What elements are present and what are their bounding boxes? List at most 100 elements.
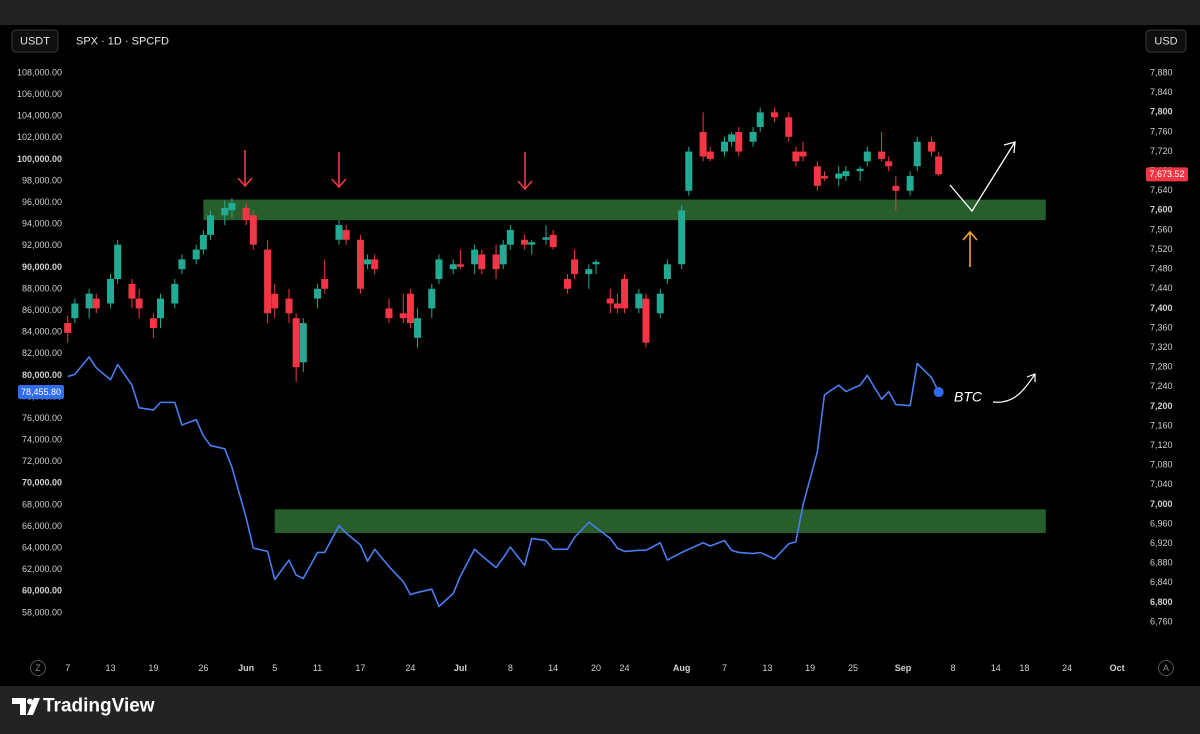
candle-body xyxy=(135,298,143,309)
candle-body xyxy=(756,112,764,128)
candle-body xyxy=(157,298,165,319)
candle-body xyxy=(285,298,293,314)
y2-tick-label: 7,320 xyxy=(1150,342,1173,352)
candle-body xyxy=(206,215,214,235)
candle-body xyxy=(521,239,529,245)
candle-body xyxy=(471,249,479,265)
candle-body xyxy=(228,203,236,211)
y2-tick-label: 7,560 xyxy=(1150,224,1173,234)
y-tick-label: 64,000.00 xyxy=(22,543,62,553)
x-tick-label: 8 xyxy=(950,663,955,673)
chart-panel xyxy=(0,25,1200,686)
candle-body xyxy=(906,176,914,191)
x-tick-label: Jul xyxy=(454,663,467,673)
x-tick-label: 24 xyxy=(1062,663,1072,673)
x-tick-label: 14 xyxy=(991,663,1001,673)
y-tick-label: 108,000.00 xyxy=(17,67,62,77)
y2-tick-label: 7,480 xyxy=(1150,264,1173,274)
candle-body xyxy=(221,207,229,216)
brand: TradingView xyxy=(43,696,155,717)
x-tick-label: 17 xyxy=(355,663,365,673)
y2-tick-label: 7,760 xyxy=(1150,126,1173,136)
down-arrow xyxy=(331,152,347,189)
projection-arrow xyxy=(949,141,1016,213)
x-tick-label: 19 xyxy=(148,663,158,673)
candle-body xyxy=(663,264,671,279)
x-tick-label: 24 xyxy=(405,663,415,673)
candle-body xyxy=(435,259,443,279)
candle-body xyxy=(635,293,643,309)
y-tick-label: 76,000.00 xyxy=(22,413,62,423)
btc-label: BTC xyxy=(954,389,983,405)
zoom-button[interactable] xyxy=(30,660,46,676)
y2-tick-label: 7,200 xyxy=(1150,401,1173,411)
candle-body xyxy=(406,293,414,324)
candle-body xyxy=(71,303,79,319)
last-price-box xyxy=(1146,167,1188,182)
y2-tick-label: 6,800 xyxy=(1150,597,1173,607)
y2-tick-label: 7,640 xyxy=(1150,185,1173,195)
resistance-arrows xyxy=(237,150,533,191)
last-point xyxy=(933,387,944,398)
y-tick-label: 66,000.00 xyxy=(22,521,62,531)
y2-tick-label: 7,600 xyxy=(1150,205,1173,215)
y-tick-label: 70,000.00 xyxy=(22,478,62,488)
candle-body xyxy=(792,151,800,162)
x-tick-label: Oct xyxy=(1110,663,1125,673)
y-tick-label: 84,000.00 xyxy=(22,327,62,337)
y-tick-label: 72,000.00 xyxy=(22,456,62,466)
y-tick-label: 104,000.00 xyxy=(17,111,62,121)
candle-body xyxy=(885,161,893,167)
candle-body xyxy=(642,298,650,343)
candle-body xyxy=(342,229,350,240)
candle-body xyxy=(749,131,757,142)
y2-tick-label: 7,360 xyxy=(1150,322,1173,332)
left-unit-button[interactable] xyxy=(11,29,59,53)
y-tick-label: 106,000.00 xyxy=(17,89,62,99)
candle-body xyxy=(271,293,279,309)
x-tick-label: 5 xyxy=(272,663,277,673)
x-tick-label: 19 xyxy=(805,663,815,673)
y2-tick-label: 7,120 xyxy=(1150,440,1173,450)
y-tick-label: 74,000.00 xyxy=(22,435,62,445)
y2-tick-label: 7,520 xyxy=(1150,244,1173,254)
candle-body xyxy=(592,261,600,265)
auto-button[interactable] xyxy=(1158,660,1174,676)
y2-tick-label: 6,920 xyxy=(1150,538,1173,548)
right-unit-button[interactable] xyxy=(1145,29,1187,53)
x-tick-label: 13 xyxy=(762,663,772,673)
x-tick-label: Jun xyxy=(238,663,254,673)
x-tick-label: 13 xyxy=(106,663,116,673)
x-tick-label: 24 xyxy=(620,663,630,673)
candle-body xyxy=(414,318,422,338)
brand-logo xyxy=(12,698,40,715)
candle-body xyxy=(856,168,864,172)
zone xyxy=(274,509,1046,534)
candle-body xyxy=(928,141,936,152)
x-tick-label: 26 xyxy=(198,663,208,673)
y-tick-label: 88,000.00 xyxy=(22,283,62,293)
candle-body xyxy=(606,298,614,304)
candle-body xyxy=(249,215,257,245)
y2-tick-label: 7,040 xyxy=(1150,479,1173,489)
candle-body xyxy=(699,131,707,157)
candle-body xyxy=(799,151,807,157)
candle-body xyxy=(478,254,486,270)
candle-body xyxy=(656,293,664,314)
y2-tick-label: 7,880 xyxy=(1150,68,1173,78)
y2-tick-label: 7,080 xyxy=(1150,460,1173,470)
candle-body xyxy=(770,112,778,118)
y-tick-label: 86,000.00 xyxy=(22,305,62,315)
x-tick-label: 8 xyxy=(508,663,513,673)
last-value-box xyxy=(18,385,64,400)
candle-body xyxy=(621,278,629,309)
candle-body xyxy=(364,259,372,265)
candle-body xyxy=(506,229,514,245)
candle-body xyxy=(528,242,536,245)
candle-body xyxy=(735,131,743,152)
x-tick-label: 7 xyxy=(65,663,70,673)
candle-body xyxy=(913,141,921,167)
candle-body xyxy=(85,293,93,309)
y2-tick-label: 6,960 xyxy=(1150,518,1173,528)
